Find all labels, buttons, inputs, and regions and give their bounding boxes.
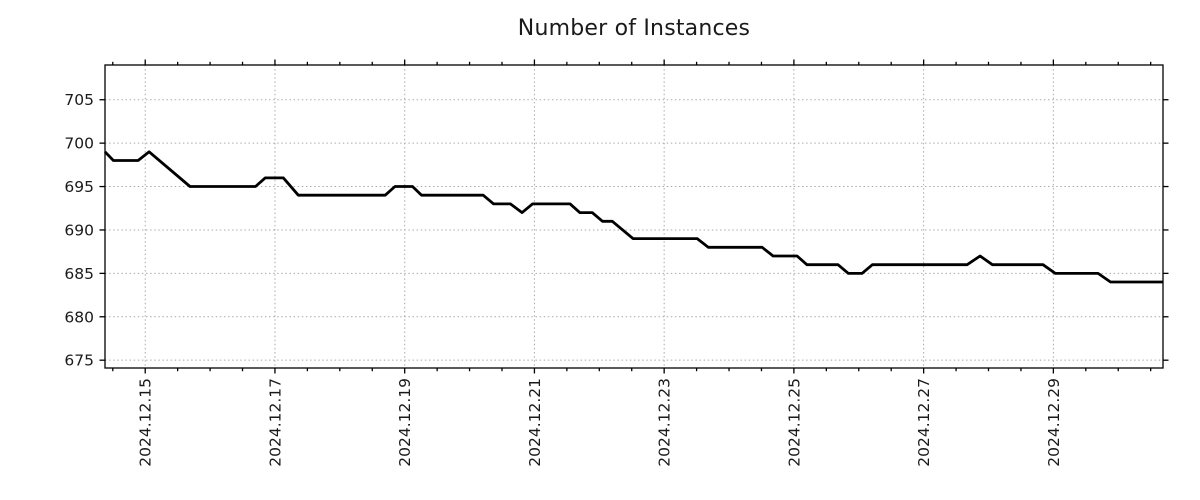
plot-border	[104, 64, 1164, 369]
y-tick-label: 695	[64, 178, 94, 196]
x-tick-label: 2024.12.25	[785, 378, 803, 467]
y-tick-label: 675	[64, 352, 94, 370]
x-tick-label: 2024.12.17	[266, 378, 284, 467]
x-tick-label: 2024.12.27	[915, 378, 933, 467]
y-tick-label: 700	[64, 135, 94, 153]
x-tick-label: 2024.12.29	[1045, 378, 1063, 467]
data-series-line	[103, 150, 1163, 284]
x-tick-label: 2024.12.23	[656, 378, 674, 467]
y-tick-label: 680	[64, 308, 94, 326]
x-tick-label: 2024.12.21	[526, 378, 544, 467]
y-tick-label: 705	[64, 91, 94, 109]
chart-title: Number of Instances	[517, 16, 751, 41]
y-tick-label: 690	[64, 221, 94, 239]
y-tick-label: 685	[64, 265, 94, 283]
x-tick-label: 2024.12.15	[137, 378, 155, 467]
x-tick-label: 2024.12.19	[396, 378, 414, 467]
